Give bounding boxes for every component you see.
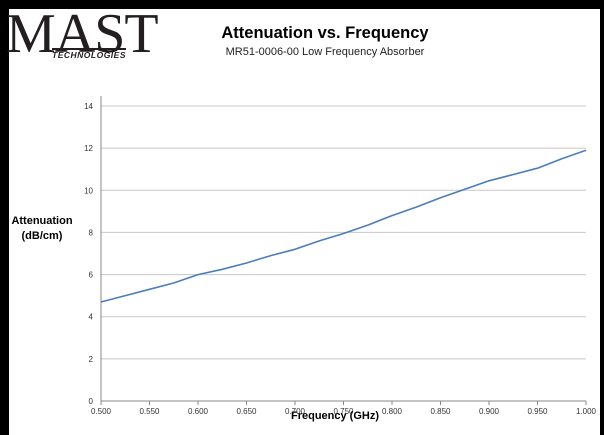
y-tick-label: 6 (89, 271, 94, 280)
y-tick-label: 14 (84, 102, 93, 111)
y-tick-label: 4 (89, 313, 94, 322)
logo-text: MAST (6, 3, 159, 65)
y-axis-label-line1: Attenuation (11, 215, 73, 227)
y-tick-label: 12 (84, 144, 93, 153)
x-axis-label: Frequency (GHz) (290, 410, 379, 422)
logo-subtext: TECHNOLOGIES (52, 48, 127, 60)
series-line (100, 149, 587, 303)
y-tick-label: 10 (84, 186, 93, 195)
y-axis-label: Attenuation (dB/cm) (6, 214, 78, 244)
x-tick-label: 0.900 (479, 407, 500, 416)
mast-logo: MAST TECHNOLOGIES (6, 6, 176, 66)
y-tick-label: 2 (89, 355, 94, 364)
logo-wordmark: MAST (6, 3, 159, 65)
chart-frame (9, 9, 600, 435)
x-tick-label: 0.750 (333, 407, 354, 416)
y-tick-label: 8 (89, 228, 94, 237)
x-tick-label: 0.500 (91, 407, 112, 416)
x-tick-label: 0.550 (139, 407, 160, 416)
x-tick-label: 0.700 (285, 407, 306, 416)
y-axis-label-line2: (dB/cm) (21, 230, 63, 242)
y-tick-label: 0 (89, 397, 94, 406)
x-tick-label: 0.800 (382, 407, 403, 416)
x-tick-label: 0.950 (527, 407, 548, 416)
chart-title: Attenuation vs. Frequency (221, 24, 429, 42)
x-tick-label: 0.600 (188, 407, 209, 416)
x-tick-label: 1.000 (576, 407, 597, 416)
chart-subtitle: MR51-0006-00 Low Frequency Absorber (225, 46, 425, 58)
x-tick-label: 0.850 (430, 407, 451, 416)
x-tick-label: 0.650 (236, 407, 257, 416)
